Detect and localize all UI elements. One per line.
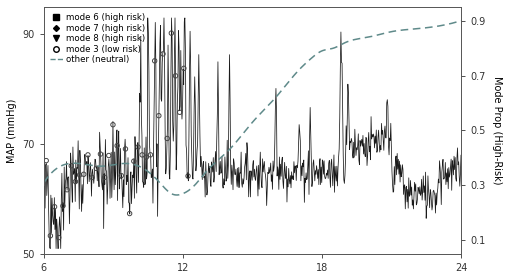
- Point: [176, 110, 184, 115]
- Point: [180, 66, 188, 71]
- Point: [42, 158, 50, 163]
- Point: [88, 175, 96, 180]
- Point: [117, 173, 125, 178]
- Point: [80, 172, 88, 176]
- Point: [71, 179, 79, 184]
- Point: [121, 147, 129, 151]
- Point: [46, 234, 54, 238]
- Point: [163, 136, 171, 141]
- Point: [75, 173, 83, 177]
- Point: [130, 159, 138, 164]
- Point: [84, 153, 92, 157]
- Point: [109, 122, 117, 127]
- Point: [96, 152, 104, 156]
- Point: [50, 204, 59, 209]
- Point: [113, 143, 121, 148]
- Point: [172, 74, 180, 78]
- Point: [142, 155, 150, 159]
- Point: [54, 235, 63, 240]
- Point: [155, 113, 163, 118]
- Point: [67, 164, 75, 168]
- Point: [105, 153, 113, 158]
- Y-axis label: MAP (mmHg): MAP (mmHg): [7, 98, 17, 163]
- Point: [184, 174, 192, 178]
- Point: [59, 204, 67, 208]
- Point: [151, 59, 159, 63]
- Legend: mode 6 (high risk), mode 7 (high risk), mode 8 (high risk), mode 3 (low risk), o: mode 6 (high risk), mode 7 (high risk), …: [48, 11, 147, 66]
- Point: [167, 31, 176, 35]
- Y-axis label: Mode Prop (High-Risk): Mode Prop (High-Risk): [492, 76, 502, 185]
- Point: [159, 52, 167, 56]
- Point: [92, 166, 100, 171]
- Point: [147, 153, 155, 157]
- Point: [126, 211, 134, 216]
- Point: [63, 188, 71, 192]
- Point: [138, 153, 146, 157]
- Point: [134, 145, 142, 149]
- Point: [101, 175, 109, 179]
